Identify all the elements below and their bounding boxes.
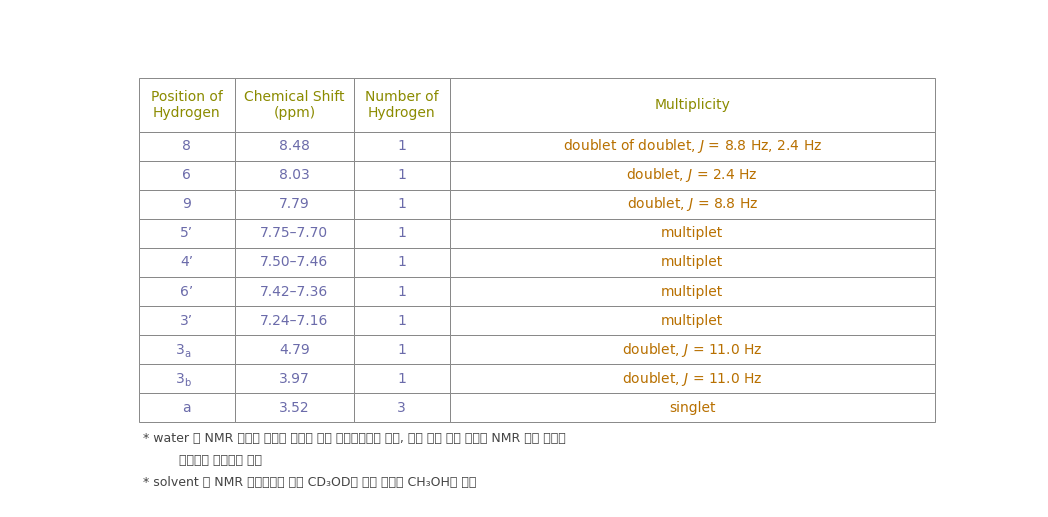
Bar (139, 161, 235, 190)
Text: 1: 1 (397, 139, 407, 153)
Text: 3: 3 (397, 401, 407, 415)
Text: 7.79: 7.79 (279, 197, 310, 211)
Text: 3.52: 3.52 (279, 401, 309, 415)
Text: 1: 1 (397, 197, 407, 211)
Text: doublet, $\it{J}$ = 2.4 Hz: doublet, $\it{J}$ = 2.4 Hz (627, 166, 758, 184)
Bar (354, 248, 450, 277)
Bar (139, 190, 235, 219)
Bar (139, 335, 235, 364)
Bar (450, 132, 935, 161)
Text: 6: 6 (182, 169, 192, 183)
Text: 8: 8 (182, 139, 192, 153)
Text: 3.97: 3.97 (279, 372, 310, 386)
Bar (450, 393, 935, 422)
Text: doublet of doublet, $\it{J}$ = 8.8 Hz, 2.4 Hz: doublet of doublet, $\it{J}$ = 8.8 Hz, 2… (563, 137, 822, 155)
Text: 7.75–7.70: 7.75–7.70 (260, 226, 328, 240)
Text: a: a (182, 401, 191, 415)
Text: doublet, $\it{J}$ = 11.0 Hz: doublet, $\it{J}$ = 11.0 Hz (623, 370, 763, 388)
Bar (139, 78, 235, 132)
Text: 1: 1 (397, 169, 407, 183)
Bar (139, 306, 235, 335)
Text: 3: 3 (176, 343, 184, 357)
Bar (235, 248, 354, 277)
Bar (235, 190, 354, 219)
Text: Position of
Hydrogen: Position of Hydrogen (151, 90, 223, 120)
Text: 1: 1 (397, 343, 407, 357)
Bar (450, 219, 935, 248)
Text: doublet, $\it{J}$ = 11.0 Hz: doublet, $\it{J}$ = 11.0 Hz (623, 341, 763, 359)
Text: doublet, $\it{J}$ = 8.8 Hz: doublet, $\it{J}$ = 8.8 Hz (627, 195, 758, 214)
Text: 4’: 4’ (180, 255, 194, 269)
Bar (139, 132, 235, 161)
Text: multiplet: multiplet (661, 314, 723, 328)
Bar (235, 132, 354, 161)
Text: Multiplicity: Multiplicity (654, 98, 730, 112)
Bar (354, 132, 450, 161)
Bar (450, 364, 935, 393)
Bar (139, 393, 235, 422)
Bar (354, 190, 450, 219)
Text: 7.24–7.16: 7.24–7.16 (260, 314, 328, 328)
Text: 1: 1 (397, 372, 407, 386)
Bar (354, 277, 450, 306)
Text: 7.42–7.36: 7.42–7.36 (260, 284, 328, 298)
Bar (354, 219, 450, 248)
Bar (139, 248, 235, 277)
Text: 3’: 3’ (180, 314, 194, 328)
Bar (450, 277, 935, 306)
Text: 1: 1 (397, 314, 407, 328)
Text: 9: 9 (182, 197, 192, 211)
Bar (354, 78, 450, 132)
Bar (139, 219, 235, 248)
Bar (235, 364, 354, 393)
Text: multiplet: multiplet (661, 226, 723, 240)
Bar (354, 364, 450, 393)
Bar (354, 393, 450, 422)
Text: 3: 3 (176, 372, 184, 386)
Text: multiplet: multiplet (661, 284, 723, 298)
Bar (139, 364, 235, 393)
Text: a: a (184, 349, 191, 359)
Text: Chemical Shift
(ppm): Chemical Shift (ppm) (244, 90, 345, 120)
Text: 혼입되어 나타나는 피크: 혼입되어 나타나는 피크 (144, 454, 262, 467)
Bar (235, 219, 354, 248)
Text: 1: 1 (397, 255, 407, 269)
Text: 1: 1 (397, 226, 407, 240)
Text: * water ： NMR 측정에 사용한 용매에 미량 혼재되어있는 수분, 혹은 공기 중의 수분이 NMR 측정 시료에: * water ： NMR 측정에 사용한 용매에 미량 혼재되어있는 수분, … (144, 432, 566, 445)
Bar (235, 161, 354, 190)
Text: 8.03: 8.03 (279, 169, 310, 183)
Bar (354, 306, 450, 335)
Bar (139, 277, 235, 306)
Text: 4.79: 4.79 (279, 343, 310, 357)
Text: multiplet: multiplet (661, 255, 723, 269)
Bar (354, 161, 450, 190)
Bar (450, 306, 935, 335)
Bar (235, 78, 354, 132)
Text: 7.50–7.46: 7.50–7.46 (260, 255, 328, 269)
Bar (450, 78, 935, 132)
Text: b: b (184, 378, 191, 388)
Text: * solvent ： NMR 측정용으로 쓰인 CD₃OD에 미량 혼재된 CH₃OH의 피크: * solvent ： NMR 측정용으로 쓰인 CD₃OD에 미량 혼재된 C… (144, 476, 477, 489)
Bar (450, 248, 935, 277)
Text: 6’: 6’ (180, 284, 194, 298)
Bar (450, 335, 935, 364)
Bar (450, 161, 935, 190)
Bar (450, 190, 935, 219)
Text: Number of
Hydrogen: Number of Hydrogen (365, 90, 439, 120)
Bar (235, 306, 354, 335)
Bar (235, 393, 354, 422)
Bar (354, 335, 450, 364)
Text: 1: 1 (397, 284, 407, 298)
Bar (235, 335, 354, 364)
Bar (235, 277, 354, 306)
Text: singlet: singlet (669, 401, 716, 415)
Text: 8.48: 8.48 (279, 139, 310, 153)
Text: 5’: 5’ (180, 226, 194, 240)
